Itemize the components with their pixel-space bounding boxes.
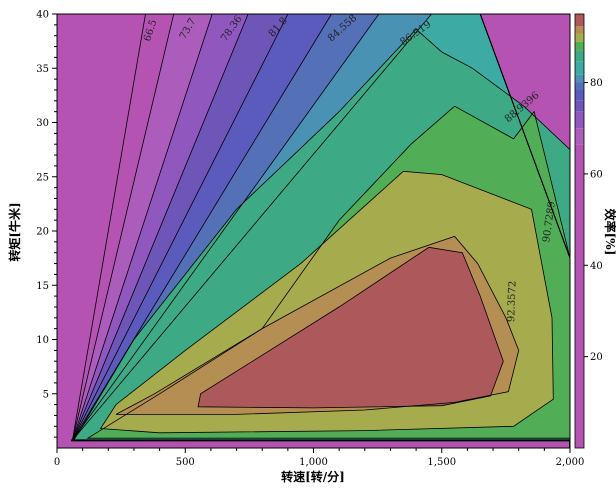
colorbar-band-6 [575,74,584,83]
y-tick-label-6: 35 [36,64,49,75]
y-tick-label-0: 5 [43,389,49,400]
colorbar-tick-label-2: 60 [590,169,603,180]
colorbar-band-3 [575,100,584,112]
colorbar-band-5 [575,82,584,91]
y-tick-label-5: 30 [36,118,49,129]
y-tick-label-4: 25 [36,172,49,183]
contour-line-13 [197,246,504,409]
contour-line-12 [115,235,520,415]
y-tick-label-1: 10 [36,335,49,346]
colorbar-band-1 [575,128,584,145]
colorbar-band-4 [575,90,584,101]
y-axis: 5 10 15 20 25 30 35 40 [36,10,57,438]
contour-lines [71,14,570,448]
y-axis-title: 转矩[牛米] [7,202,22,261]
x-tick-label-0: 0 [54,457,60,468]
y-tick-label-7: 40 [36,10,49,21]
x-tick-label-4: 2,000 [556,457,585,468]
contour-line-11 [99,170,554,434]
low-torque-boundary [71,439,570,448]
colorbar-tick-label-0: 20 [590,352,603,363]
colorbar-title: 效率[%] [603,209,616,256]
colorbar: 20 40 60 80 [574,13,603,449]
colorbar-band-8 [575,50,584,62]
colorbar-band-11 [575,26,584,34]
contour-fill-13 [198,247,504,408]
colorbar-band-10 [575,33,584,42]
x-axis: 0 500 1,000 1,500 2,000 [54,448,585,468]
x-axis-title: 转速[转/分] [281,469,345,484]
x-tick-label-1: 500 [176,457,195,468]
contour-line-9 [72,28,570,441]
y-tick-label-3: 20 [36,227,49,238]
contour-line-10 [86,105,570,439]
x-tick-label-3: 1,500 [427,457,456,468]
colorbar-band-9 [575,41,584,51]
colorbar-band-2 [575,111,584,129]
contour-fills [57,14,570,448]
colorbar-band-0 [575,144,584,448]
y-tick-label-2: 15 [36,281,49,292]
colorbar-frame [574,13,585,449]
colorbar-tick-label-1: 40 [590,261,603,272]
colorbar-band-12 [575,14,584,27]
colorbar-tick-label-3: 80 [590,78,603,89]
x-tick-label-2: 1,000 [299,457,328,468]
contour-label-8: 92.3572 [506,281,518,323]
colorbar-band-7 [575,61,584,75]
